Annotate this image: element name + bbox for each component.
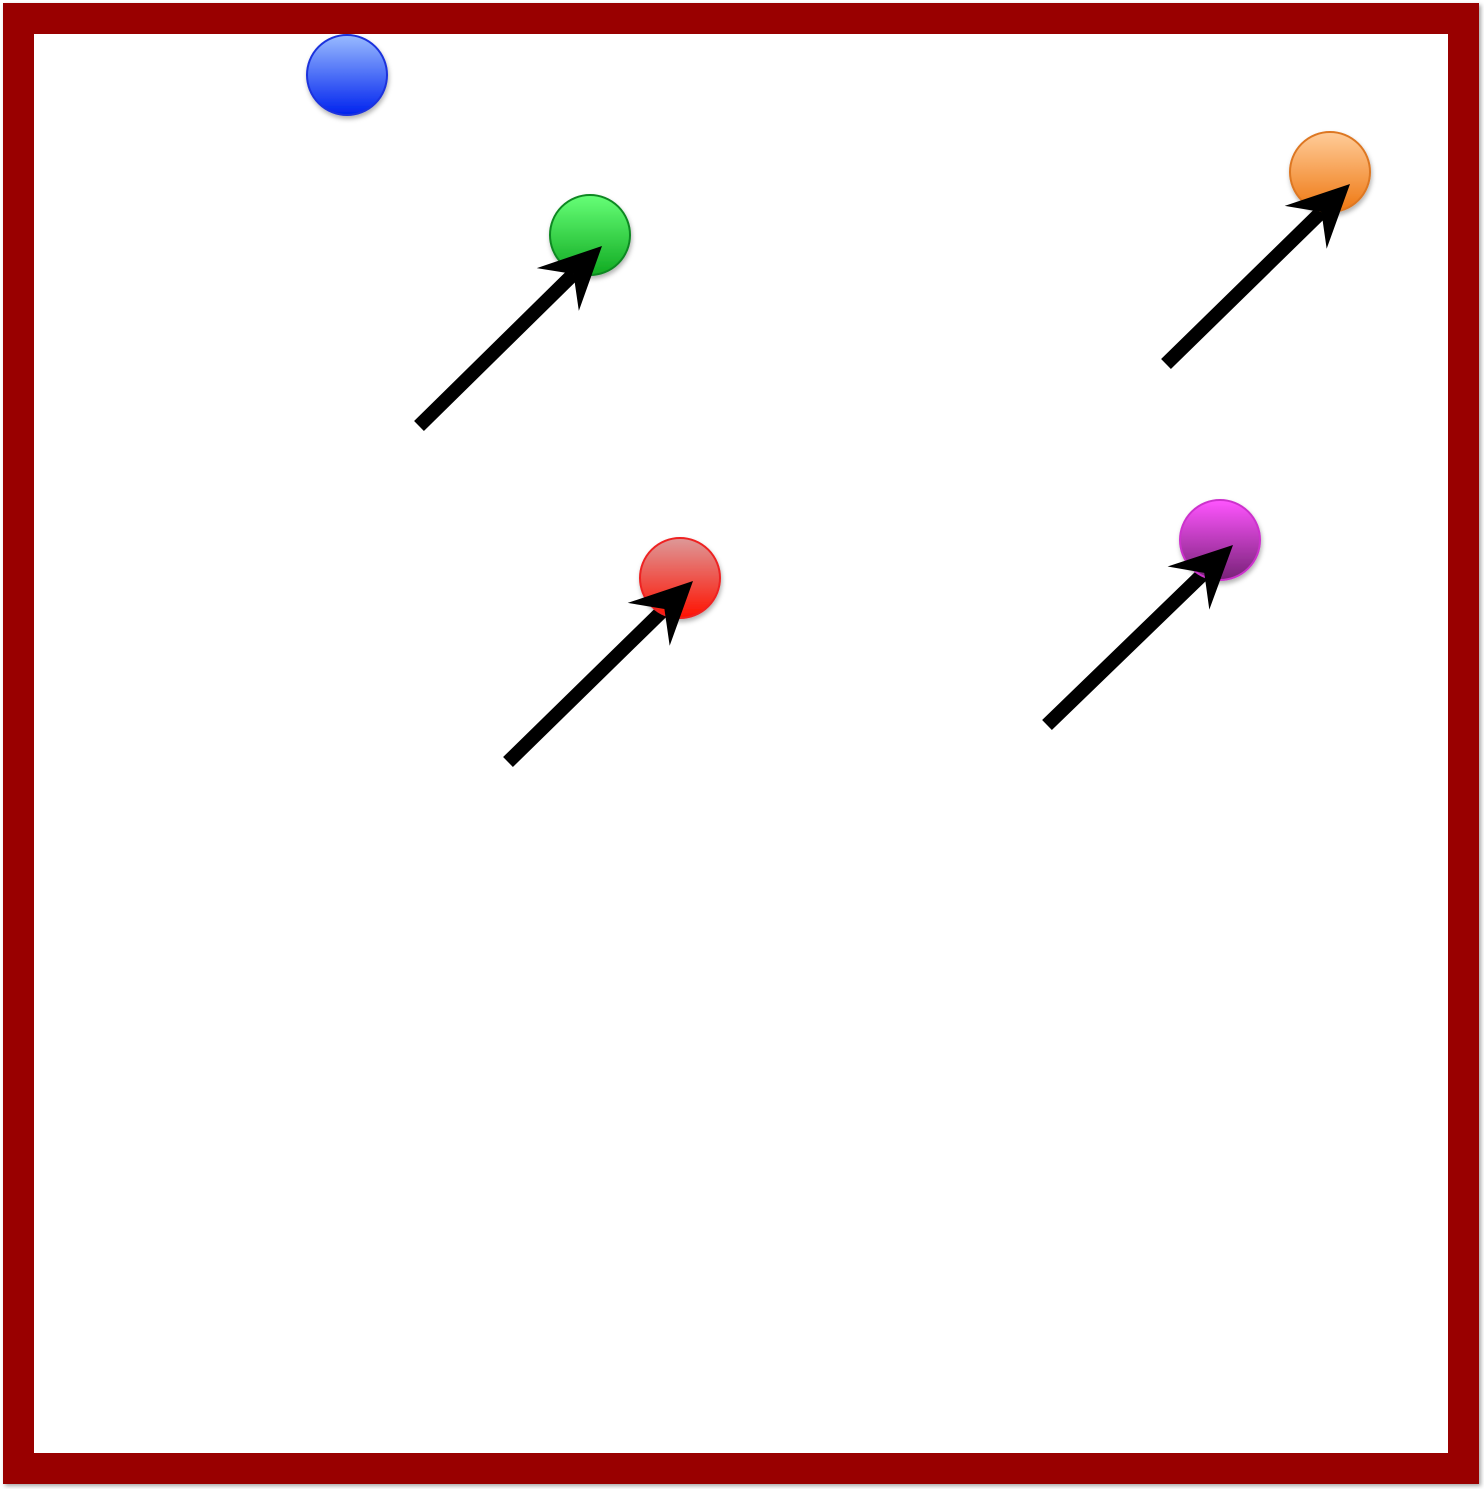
arrowheads-layer	[536, 184, 1350, 646]
green-arrow-shaft	[414, 269, 579, 431]
magenta-arrow-head	[1167, 545, 1233, 610]
magenta-arrow-shaft	[1042, 567, 1210, 731]
red-arrow-head	[627, 581, 693, 646]
green-arrow-head	[536, 246, 602, 311]
blue-ball	[306, 34, 388, 116]
orange-arrow-head	[1284, 184, 1350, 249]
orange-arrow-shaft	[1161, 206, 1327, 370]
balls-layer	[306, 34, 1371, 619]
red-frame	[3, 3, 1479, 1484]
red-arrow-shaft	[503, 603, 670, 768]
arrows-layer	[414, 206, 1327, 768]
